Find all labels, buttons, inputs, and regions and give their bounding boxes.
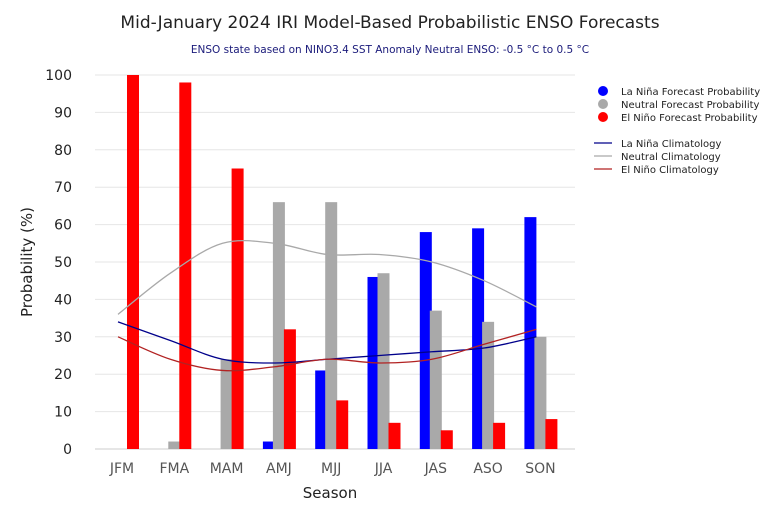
bar-el-ni-o-forecast-probabilityjfm xyxy=(127,75,139,449)
x-tick-label: AMJ xyxy=(266,461,292,477)
y-tick-label: 40 xyxy=(54,292,72,308)
bar-el-ni-o-forecast-probabilityfma xyxy=(179,82,192,449)
bar-neutral-forecast-probabilitymam xyxy=(220,359,233,449)
y-tick-label: 20 xyxy=(54,367,72,383)
legend-label: La Niña Climatology xyxy=(621,139,721,150)
legend-marker xyxy=(598,86,608,96)
bar-el-ni-o-forecast-probabilityamj xyxy=(283,329,296,449)
legend-marker xyxy=(598,112,608,122)
y-tick-label: 10 xyxy=(54,405,72,421)
chart-subtitle: ENSO state based on NINO3.4 SST Anomaly … xyxy=(191,44,589,56)
bar-neutral-forecast-probabilityamj xyxy=(272,202,285,449)
line-neutral-climatology xyxy=(117,239,537,315)
y-tick-label: 80 xyxy=(54,143,72,159)
x-tick-label: JAS xyxy=(424,461,447,477)
bar-el-ni-o-forecast-probabilityaso xyxy=(493,422,506,449)
y-tick-label: 30 xyxy=(54,330,72,346)
legend: La Niña Forecast Probability Neutral Fore… xyxy=(594,86,760,176)
line-el-ni-o-climatology xyxy=(117,328,537,372)
bar-el-ni-o-forecast-probabilityjja xyxy=(388,422,401,449)
x-tick-label: JFM xyxy=(109,461,134,477)
legend-label: La Niña Forecast Probability xyxy=(621,87,760,98)
x-tick-label: JJA xyxy=(374,461,393,477)
bar-el-ni-o-forecast-probabilityjas xyxy=(440,430,453,449)
bar-la-ni-a-forecast-probabilityjas xyxy=(419,232,432,449)
y-tick-label: 90 xyxy=(54,105,72,121)
legend-marker xyxy=(598,99,608,109)
legend-label: El Niño Climatology xyxy=(621,165,719,176)
bar-el-ni-o-forecast-probabilitymam xyxy=(231,168,244,449)
y-tick-label: 50 xyxy=(54,255,72,271)
bar-neutral-forecast-probabilityaso xyxy=(482,321,495,449)
bar-el-ni-o-forecast-probabilitymjj xyxy=(336,400,349,449)
x-tick-label: FMA xyxy=(159,461,189,477)
y-tick-label: 100 xyxy=(45,68,72,84)
legend-label: Neutral Forecast Probability xyxy=(621,100,760,111)
y-tick-label: 60 xyxy=(54,218,72,234)
x-tick-label: MJJ xyxy=(321,461,341,477)
legend-label: El Niño Forecast Probability xyxy=(621,113,758,124)
y-axis-label: Probability (%) xyxy=(18,207,36,317)
bar-el-ni-o-forecast-probabilityson xyxy=(545,419,558,449)
bar-neutral-forecast-probabilitymjj xyxy=(325,202,338,449)
bar-la-ni-a-forecast-probabilitymjj xyxy=(315,370,328,449)
y-tick-label: 70 xyxy=(54,180,72,196)
x-tick-label: MAM xyxy=(210,461,244,477)
bar-neutral-forecast-probabilityjas xyxy=(429,310,442,449)
bar-neutral-forecast-probabilityson xyxy=(534,336,547,449)
x-axis-label: Season xyxy=(303,484,357,502)
bar-la-ni-a-forecast-probabilityaso xyxy=(472,228,485,449)
bar-neutral-forecast-probabilityfma xyxy=(168,441,181,449)
legend-label: Neutral Climatology xyxy=(621,152,721,163)
x-tick-label: ASO xyxy=(473,461,502,477)
bar-la-ni-a-forecast-probabilityamj xyxy=(262,441,275,449)
chart-title: Mid-January 2024 IRI Model-Based Probabi… xyxy=(120,13,659,33)
y-tick-label: 0 xyxy=(63,442,72,458)
bar-la-ni-a-forecast-probabilityson xyxy=(524,217,537,449)
x-tick-label: SON xyxy=(525,461,555,477)
bar-neutral-forecast-probabilityjja xyxy=(377,273,390,449)
